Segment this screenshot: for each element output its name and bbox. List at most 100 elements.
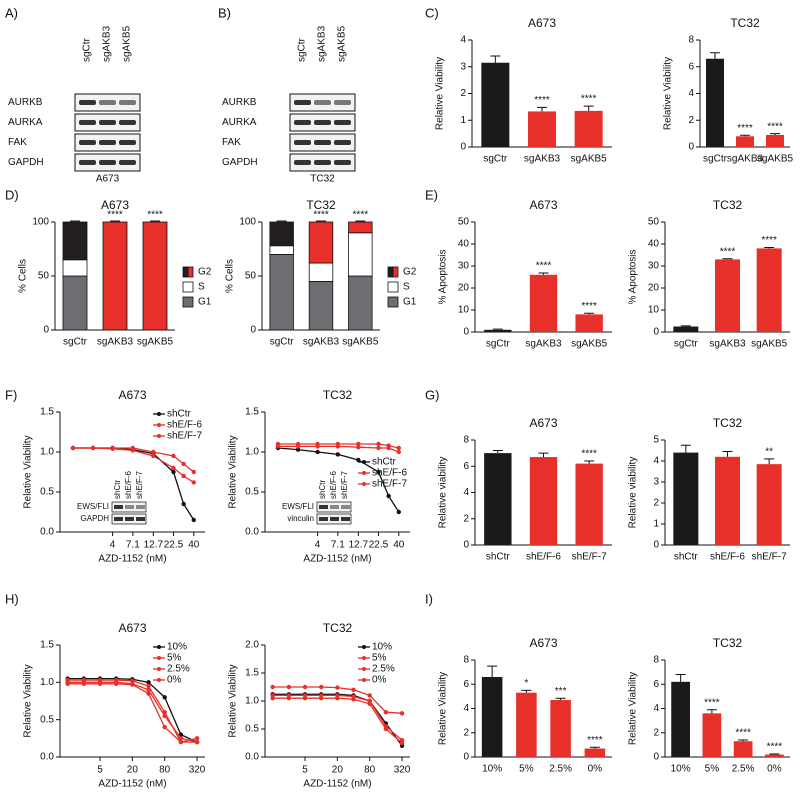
bar-segment	[269, 221, 294, 247]
panel-label: B)	[218, 5, 231, 20]
error-bar	[706, 709, 717, 714]
x-tick-label: 5%	[705, 764, 720, 775]
x-tick-label: sgCtr	[483, 154, 508, 165]
y-tick-label: 8	[463, 655, 469, 666]
x-tick-label: sgAKB5	[571, 154, 608, 165]
significance: ****	[761, 235, 777, 246]
chart-title: TC32	[713, 198, 743, 212]
y-tick-label: 1.0	[40, 677, 54, 688]
line	[67, 681, 198, 743]
legend-swatch	[387, 296, 399, 308]
error-bar	[584, 312, 595, 315]
significance: ****	[737, 123, 753, 134]
y-tick-label: 8	[688, 35, 694, 46]
lane-label: sgAKB3	[317, 25, 328, 62]
significance: ****	[704, 697, 720, 708]
legend-marker	[157, 656, 161, 660]
legend-label: 2.5%	[167, 664, 190, 675]
point	[376, 469, 381, 475]
y-axis-label: Relative Viability	[663, 57, 674, 130]
significance: ****	[147, 210, 163, 221]
row-label: EWS/FLI	[282, 502, 314, 511]
point	[351, 687, 356, 692]
point	[275, 444, 281, 449]
x-tick-label: shE/F-6	[710, 552, 745, 563]
y-tick-label: 0.5	[245, 487, 259, 498]
chart-title: TC32	[713, 416, 743, 430]
point	[335, 444, 341, 449]
band	[330, 505, 339, 509]
legend-label: S	[403, 282, 410, 293]
bar	[756, 248, 782, 332]
y-tick-label: 0.0	[40, 752, 54, 763]
y-tick-label: 4	[460, 35, 466, 46]
x-tick-label: sgAKB5	[137, 337, 174, 348]
row-label: FAK	[8, 137, 27, 148]
lane-label: shCtr	[113, 480, 122, 499]
band	[136, 505, 145, 509]
legend-label: 10%	[372, 642, 392, 653]
x-axis-label: AZD-1152 (nM)	[303, 779, 371, 790]
point	[162, 724, 167, 730]
legend-swatch	[182, 281, 194, 293]
legend-swatch	[392, 266, 399, 278]
chart-title: A673	[118, 621, 146, 635]
bar	[484, 329, 512, 332]
band	[114, 505, 123, 509]
legend-swatch	[182, 296, 194, 308]
legend-marker	[157, 434, 161, 438]
y-tick-label: 2.0	[245, 640, 259, 651]
point	[335, 696, 340, 701]
panel-label: E)	[425, 187, 438, 202]
y-tick-label: 0	[653, 752, 659, 763]
legend-label: G2	[403, 267, 417, 278]
point	[286, 696, 292, 701]
legend-label: shCtr	[372, 457, 397, 468]
point	[399, 740, 405, 746]
bar	[575, 463, 603, 545]
y-tick-label: 2	[463, 513, 469, 524]
x-tick-label: sgAKB5	[342, 337, 379, 348]
x-tick-label: 7.1	[126, 540, 140, 551]
point	[81, 681, 87, 687]
bar	[529, 274, 558, 332]
significance: ****	[581, 94, 597, 105]
y-tick-label: 0	[688, 142, 694, 153]
y-tick-label: 0.5	[40, 487, 54, 498]
band	[79, 120, 96, 125]
chart-title: TC32	[730, 16, 760, 30]
bar-segment	[62, 275, 88, 331]
y-tick-label: 0	[653, 540, 659, 551]
point	[396, 445, 401, 451]
panel-label: H)	[5, 591, 19, 606]
error-bar	[764, 247, 775, 249]
legend-label: 2.5%	[372, 664, 395, 675]
legend-swatch	[182, 266, 189, 278]
error-bar	[490, 55, 501, 63]
bar	[736, 136, 754, 147]
point	[146, 691, 151, 696]
legend-label: 10%	[167, 642, 187, 653]
y-tick-label: 0.0	[245, 527, 259, 538]
y-tick-label: 30	[458, 261, 470, 272]
error-bar	[769, 753, 780, 755]
blot-caption: A673	[96, 174, 120, 185]
point	[318, 696, 324, 701]
chart-title: A673	[528, 16, 556, 30]
y-tick-label: 0.0	[245, 752, 259, 763]
x-tick-label: 5%	[519, 764, 534, 775]
x-tick-label: shCtr	[674, 552, 699, 563]
point	[162, 713, 167, 719]
band	[341, 517, 350, 521]
x-tick-label: 20	[127, 765, 139, 776]
y-tick-label: 40	[458, 239, 470, 250]
bar	[733, 741, 753, 757]
bar	[575, 314, 603, 332]
y-tick-label: 0.5	[245, 724, 259, 735]
bar	[766, 134, 784, 147]
error-bar	[738, 739, 749, 742]
y-tick-label: 1	[460, 115, 466, 126]
x-tick-label: sgAKB3	[303, 337, 340, 348]
point	[367, 693, 372, 698]
